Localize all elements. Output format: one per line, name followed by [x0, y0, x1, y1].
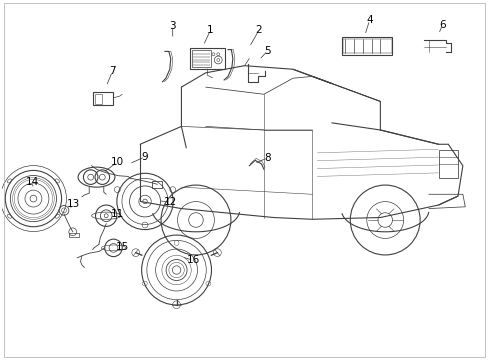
- Text: 15: 15: [115, 242, 128, 252]
- Text: 14: 14: [25, 177, 39, 187]
- Bar: [190, 48, 224, 69]
- Text: 11: 11: [110, 209, 124, 219]
- Text: 7: 7: [109, 66, 116, 76]
- Text: 1: 1: [207, 25, 213, 35]
- Bar: [95, 94, 102, 104]
- Bar: [69, 233, 79, 237]
- Text: 5: 5: [264, 46, 270, 56]
- Bar: [93, 93, 113, 105]
- Bar: [152, 181, 162, 188]
- Bar: [192, 50, 211, 67]
- Bar: [342, 39, 391, 53]
- Text: 16: 16: [186, 255, 200, 265]
- Text: 2: 2: [255, 25, 262, 35]
- Text: 6: 6: [438, 19, 445, 30]
- Text: 9: 9: [142, 152, 148, 162]
- Text: 8: 8: [264, 153, 270, 163]
- Text: 4: 4: [366, 15, 372, 25]
- Text: 3: 3: [169, 21, 176, 31]
- Bar: [438, 150, 457, 178]
- Text: 12: 12: [164, 197, 177, 207]
- Text: 10: 10: [111, 157, 123, 167]
- Bar: [341, 37, 392, 55]
- Text: 13: 13: [67, 199, 80, 209]
